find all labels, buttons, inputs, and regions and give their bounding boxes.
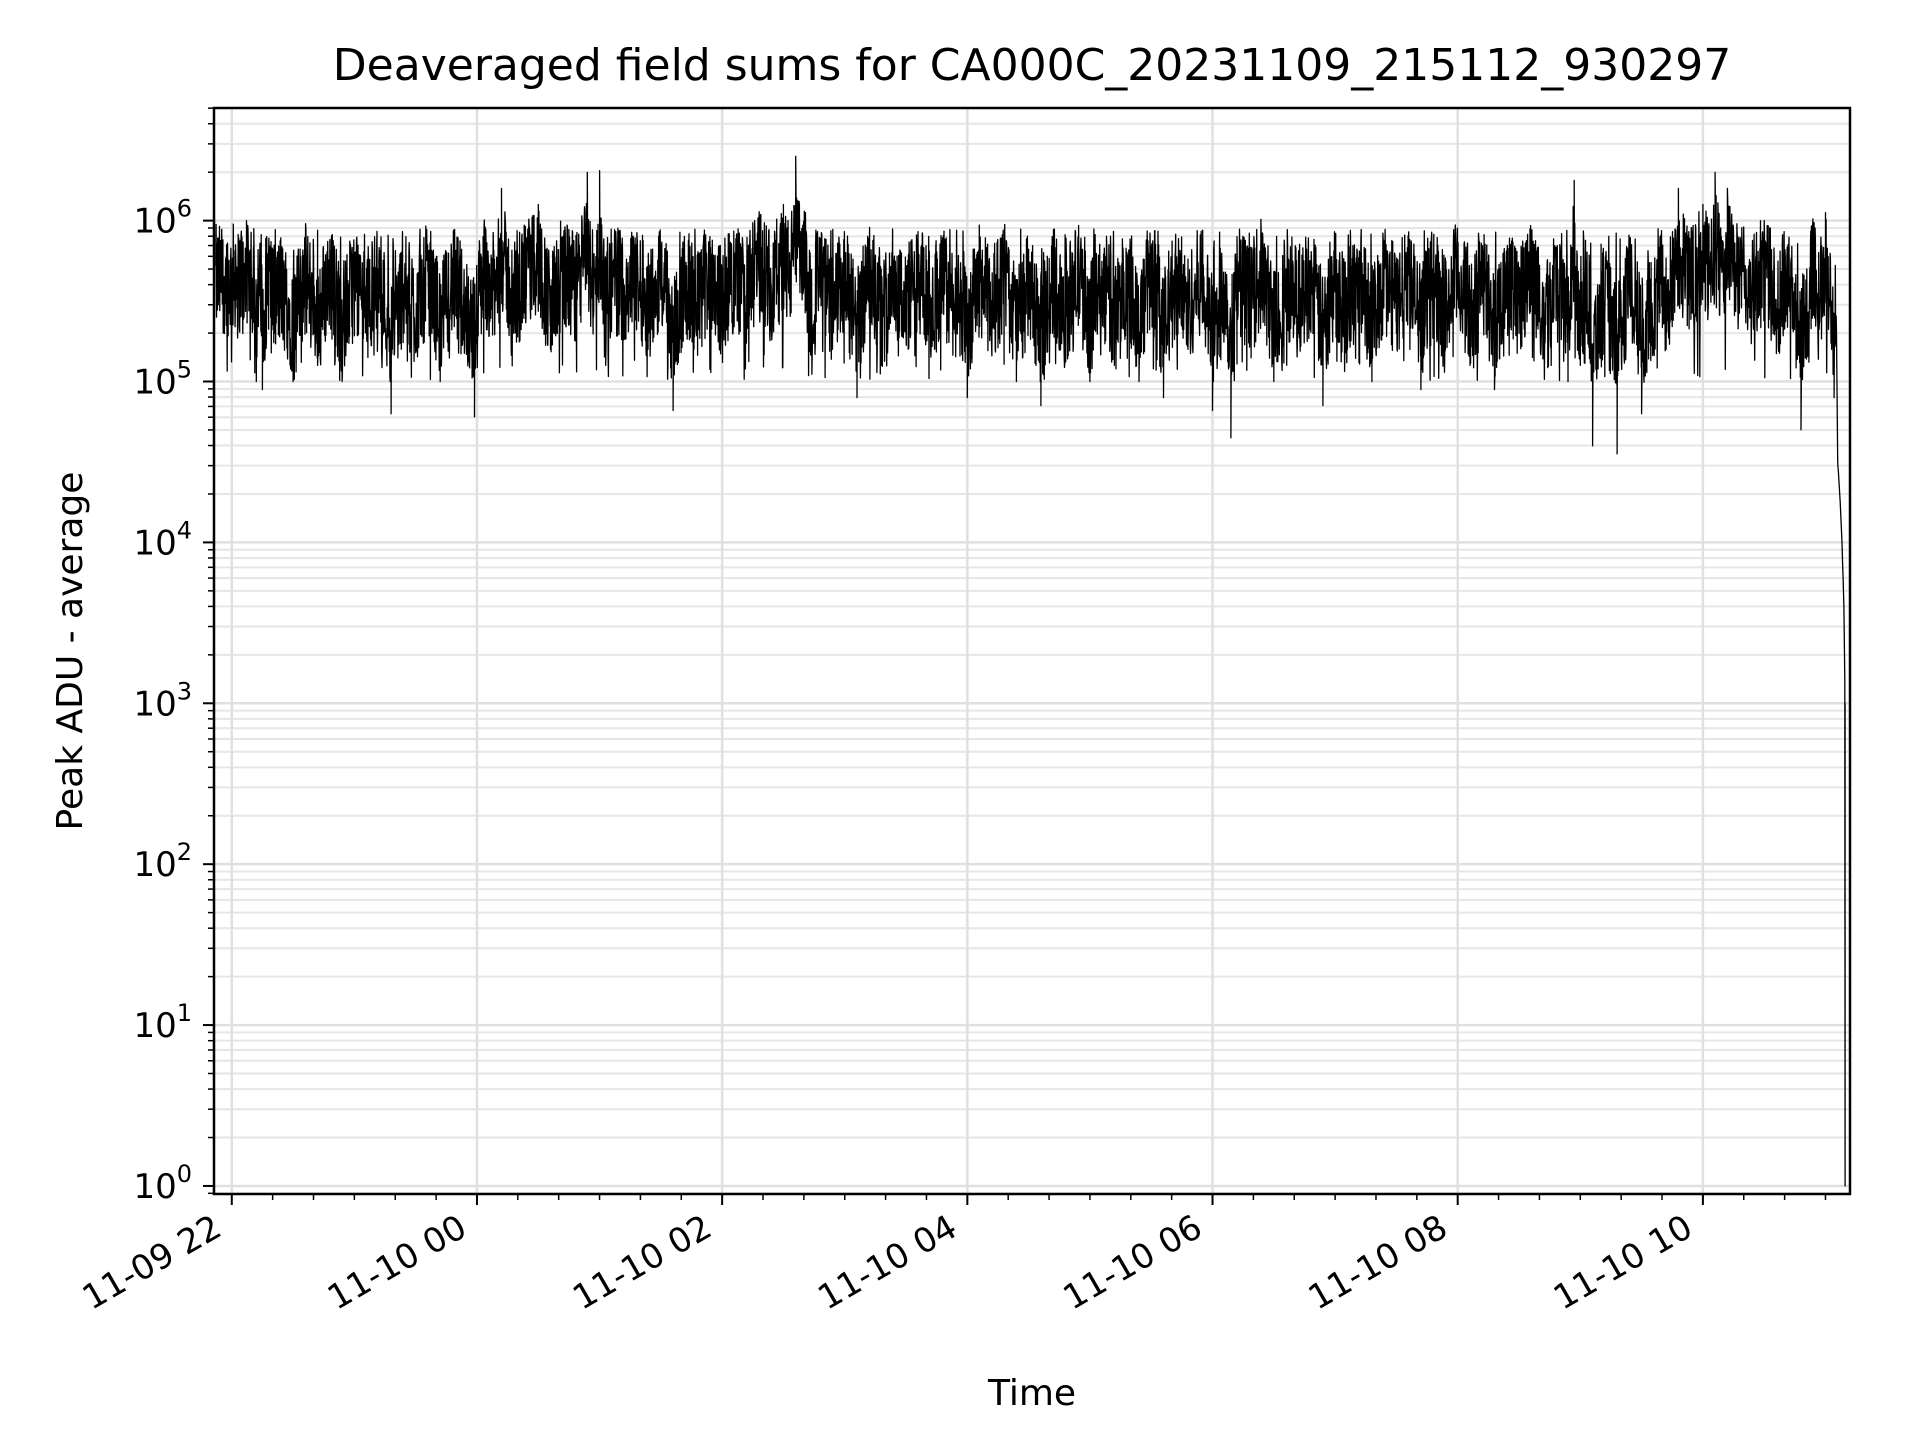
x-tick-label: 11-10 04	[811, 1207, 963, 1318]
y-tick-exponent: 4	[177, 516, 192, 544]
y-tick-label: 104	[133, 516, 192, 563]
x-tick-label: 11-10 10	[1547, 1207, 1699, 1318]
y-axis-label: Peak ADU - average	[50, 472, 91, 831]
series-line	[215, 155, 1846, 1187]
chart-title: Deaveraged field sums for CA000C_2023110…	[333, 40, 1731, 91]
y-tick-exponent: 5	[177, 356, 192, 384]
x-axis-label: Time	[987, 1373, 1076, 1414]
y-tick-base: 10	[133, 202, 176, 242]
y-tick-base: 10	[133, 1006, 176, 1046]
y-tick-base: 10	[133, 684, 176, 724]
x-tick-label: 11-10 06	[1057, 1207, 1209, 1318]
y-tick-exponent: 6	[177, 195, 192, 223]
y-tick-label: 101	[133, 999, 192, 1046]
plot-frame	[212, 106, 1852, 1196]
y-tick-label: 102	[133, 838, 192, 885]
x-tick-label: 11-10 00	[321, 1207, 473, 1318]
x-tick-label: 11-10 02	[566, 1207, 718, 1318]
y-tick-base: 10	[133, 523, 176, 563]
y-tick-base: 10	[133, 363, 176, 403]
y-tick-base: 10	[133, 1167, 176, 1207]
y-tick-label: 103	[133, 677, 192, 724]
y-tick-label: 105	[133, 356, 192, 403]
y-tick-exponent: 0	[177, 1160, 192, 1188]
y-tick-exponent: 2	[177, 838, 192, 866]
y-tick-base: 10	[133, 845, 176, 885]
y-tick-label: 100	[133, 1160, 192, 1207]
y-tick-label: 106	[133, 195, 192, 242]
x-axis: 11-09 22 11-10 00 11-10 02 11-10 04 11-10 06…	[76, 1194, 1827, 1318]
x-tick-label: 11-09 22	[76, 1207, 228, 1318]
y-tick-exponent: 3	[177, 677, 192, 705]
y-tick-exponent: 1	[177, 999, 192, 1027]
x-tick-label: 11-10 08	[1302, 1207, 1454, 1318]
